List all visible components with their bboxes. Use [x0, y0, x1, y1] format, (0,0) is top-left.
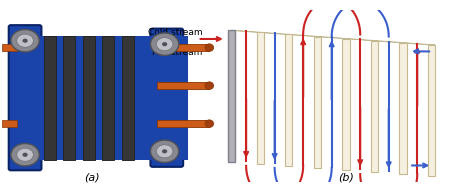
Circle shape	[11, 144, 39, 166]
Bar	[83, 36, 95, 160]
Bar	[39, 36, 188, 160]
Circle shape	[22, 39, 27, 43]
Text: (a): (a)	[84, 172, 100, 182]
FancyBboxPatch shape	[150, 29, 183, 167]
Circle shape	[22, 153, 27, 157]
Circle shape	[162, 149, 167, 153]
Circle shape	[150, 33, 179, 55]
Ellipse shape	[205, 82, 214, 89]
Bar	[2, 120, 18, 127]
Bar	[122, 36, 134, 160]
Bar	[83, 36, 95, 160]
Bar	[122, 36, 134, 160]
Bar	[102, 36, 115, 160]
Polygon shape	[371, 41, 378, 172]
Circle shape	[156, 38, 173, 51]
Polygon shape	[428, 45, 435, 176]
Bar	[157, 44, 210, 51]
Bar	[63, 36, 75, 160]
Circle shape	[162, 42, 167, 46]
Text: (b): (b)	[338, 172, 354, 182]
Polygon shape	[342, 39, 378, 41]
Polygon shape	[314, 36, 321, 168]
Polygon shape	[400, 43, 435, 45]
Polygon shape	[257, 32, 264, 164]
Polygon shape	[228, 30, 264, 32]
Circle shape	[156, 145, 173, 158]
Text: Hot stream: Hot stream	[153, 48, 203, 57]
Polygon shape	[285, 35, 321, 36]
FancyBboxPatch shape	[9, 25, 41, 170]
Ellipse shape	[205, 44, 214, 51]
Circle shape	[17, 34, 33, 47]
Bar	[157, 82, 210, 89]
Bar	[2, 44, 18, 51]
Polygon shape	[228, 30, 236, 162]
Bar	[157, 120, 210, 127]
Text: Cold stream: Cold stream	[148, 28, 203, 36]
Polygon shape	[371, 41, 407, 43]
Circle shape	[11, 30, 39, 52]
Bar	[44, 36, 55, 160]
Bar	[63, 36, 75, 160]
Bar	[102, 36, 115, 160]
Polygon shape	[400, 43, 407, 174]
Polygon shape	[342, 39, 349, 170]
Circle shape	[17, 148, 33, 161]
Polygon shape	[257, 32, 292, 35]
Polygon shape	[285, 35, 292, 166]
Bar	[44, 36, 55, 160]
Circle shape	[150, 140, 179, 162]
Polygon shape	[314, 36, 349, 39]
Ellipse shape	[205, 120, 214, 127]
